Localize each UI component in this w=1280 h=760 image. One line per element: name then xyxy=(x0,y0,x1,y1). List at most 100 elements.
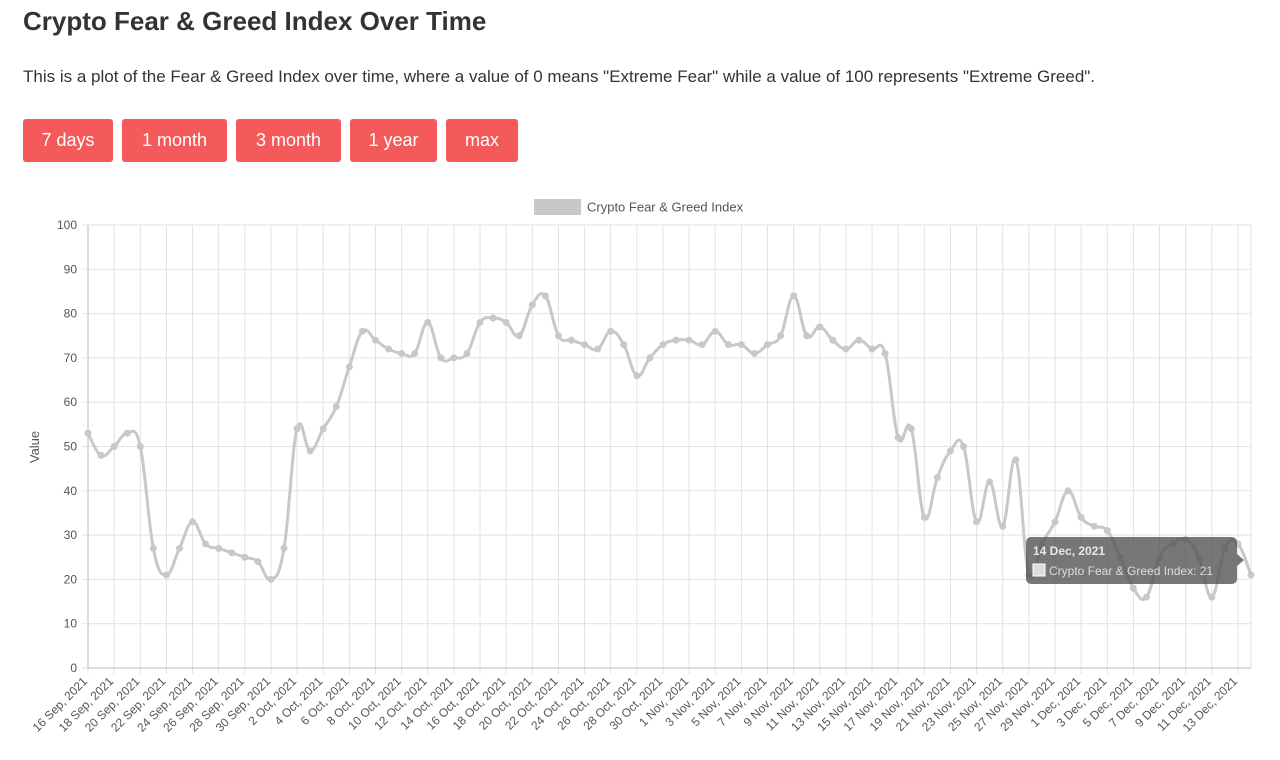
data-point[interactable] xyxy=(933,474,941,482)
y-tick-label: 0 xyxy=(70,661,77,675)
data-point[interactable] xyxy=(385,345,393,353)
legend-label: Crypto Fear & Greed Index xyxy=(587,200,744,215)
data-point[interactable] xyxy=(280,544,288,552)
data-point[interactable] xyxy=(345,363,353,371)
data-point[interactable] xyxy=(110,443,118,450)
data-point[interactable] xyxy=(515,332,523,340)
tooltip-box xyxy=(1026,537,1237,584)
data-point[interactable] xyxy=(842,345,850,353)
tooltip-caret xyxy=(1237,554,1244,566)
data-point[interactable] xyxy=(228,549,236,557)
data-point[interactable] xyxy=(1142,593,1150,601)
tooltip-body: Crypto Fear & Greed Index: 21 xyxy=(1049,564,1213,578)
data-point[interactable] xyxy=(946,447,954,455)
data-point[interactable] xyxy=(293,425,301,433)
data-point[interactable] xyxy=(672,336,680,344)
data-point[interactable] xyxy=(881,349,889,357)
data-point[interactable] xyxy=(1012,456,1020,464)
data-point[interactable] xyxy=(476,318,484,326)
data-point[interactable] xyxy=(424,318,432,326)
y-tick-label: 100 xyxy=(57,218,77,232)
data-point[interactable] xyxy=(371,336,379,344)
data-point[interactable] xyxy=(724,341,732,349)
data-point[interactable] xyxy=(894,434,902,442)
chart-legend[interactable]: Crypto Fear & Greed Index xyxy=(534,199,744,215)
range-7-days-button[interactable]: 7 days xyxy=(23,119,113,162)
data-point[interactable] xyxy=(202,540,210,548)
data-point[interactable] xyxy=(254,558,262,566)
data-point[interactable] xyxy=(737,341,745,349)
legend-swatch xyxy=(534,199,581,215)
data-point[interactable] xyxy=(554,332,562,340)
data-point[interactable] xyxy=(1064,487,1072,495)
data-point[interactable] xyxy=(999,522,1007,530)
data-point[interactable] xyxy=(698,341,706,349)
data-point[interactable] xyxy=(855,336,863,344)
data-point[interactable] xyxy=(1103,527,1111,535)
data-point[interactable] xyxy=(973,518,981,526)
data-point[interactable] xyxy=(790,292,798,300)
data-point[interactable] xyxy=(241,553,249,561)
range-3-month-button[interactable]: 3 month xyxy=(236,119,341,162)
data-point[interactable] xyxy=(398,349,406,357)
data-point[interactable] xyxy=(750,349,758,357)
data-point[interactable] xyxy=(84,429,92,437)
data-point[interactable] xyxy=(659,341,667,349)
data-point[interactable] xyxy=(594,345,602,353)
data-point[interactable] xyxy=(411,349,419,357)
data-point[interactable] xyxy=(502,318,510,326)
data-point[interactable] xyxy=(567,336,575,344)
y-tick-label: 60 xyxy=(64,395,78,409)
range-1-year-button[interactable]: 1 year xyxy=(350,119,437,162)
data-point[interactable] xyxy=(1090,522,1098,530)
range-1-month-button[interactable]: 1 month xyxy=(122,119,227,162)
data-point[interactable] xyxy=(450,354,458,362)
data-point[interactable] xyxy=(267,575,275,583)
data-point[interactable] xyxy=(711,327,719,335)
y-tick-label: 70 xyxy=(64,351,78,365)
data-point[interactable] xyxy=(97,451,105,459)
data-point[interactable] xyxy=(1129,584,1137,592)
data-point[interactable] xyxy=(1051,518,1059,526)
y-tick-label: 20 xyxy=(64,572,78,586)
data-point[interactable] xyxy=(528,301,536,309)
data-point[interactable] xyxy=(685,336,693,344)
data-point[interactable] xyxy=(920,513,928,521)
data-point[interactable] xyxy=(907,425,915,433)
data-point[interactable] xyxy=(136,443,144,450)
data-point[interactable] xyxy=(1247,571,1255,579)
data-point[interactable] xyxy=(332,403,340,411)
data-point[interactable] xyxy=(437,354,445,362)
data-point[interactable] xyxy=(803,332,811,340)
data-point[interactable] xyxy=(764,341,772,349)
data-point[interactable] xyxy=(816,323,824,331)
data-point[interactable] xyxy=(189,518,197,526)
data-point[interactable] xyxy=(607,327,615,335)
data-point[interactable] xyxy=(489,314,497,322)
data-point[interactable] xyxy=(1208,593,1216,601)
data-point[interactable] xyxy=(215,544,223,552)
data-point[interactable] xyxy=(986,478,994,486)
data-point[interactable] xyxy=(646,354,654,362)
data-point[interactable] xyxy=(358,327,366,335)
data-point[interactable] xyxy=(1077,513,1085,521)
range-max-button[interactable]: max xyxy=(446,119,518,162)
tooltip-swatch xyxy=(1032,563,1046,577)
data-point[interactable] xyxy=(463,349,471,357)
data-point[interactable] xyxy=(175,544,183,552)
tooltip-title: 14 Dec, 2021 xyxy=(1033,544,1105,558)
data-point[interactable] xyxy=(162,571,170,579)
data-point[interactable] xyxy=(777,332,785,340)
data-point[interactable] xyxy=(829,336,837,344)
data-point[interactable] xyxy=(123,429,131,437)
data-point[interactable] xyxy=(149,544,157,552)
data-point[interactable] xyxy=(306,447,314,455)
data-point[interactable] xyxy=(541,292,549,300)
y-tick-label: 90 xyxy=(64,262,78,276)
data-point[interactable] xyxy=(581,341,589,349)
data-point[interactable] xyxy=(960,443,968,450)
data-point[interactable] xyxy=(868,345,876,353)
data-point[interactable] xyxy=(319,425,327,433)
data-point[interactable] xyxy=(633,372,641,380)
data-point[interactable] xyxy=(620,341,628,349)
